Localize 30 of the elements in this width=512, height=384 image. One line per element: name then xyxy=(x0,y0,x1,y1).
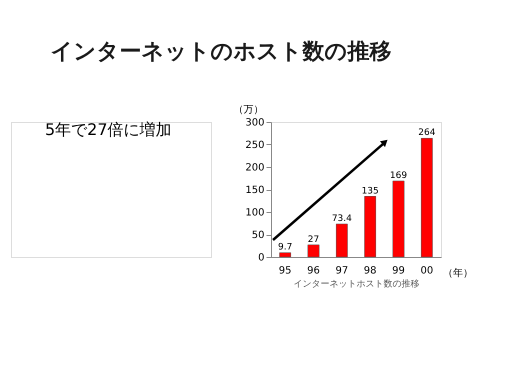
bar xyxy=(279,252,292,258)
x-tick-label: 97 xyxy=(335,266,348,276)
y-tick-label: 200 xyxy=(245,162,264,174)
y-axis-title: （万） xyxy=(234,104,264,116)
data-label: 27 xyxy=(308,234,320,245)
bar xyxy=(336,224,348,258)
y-tick-label: 50 xyxy=(252,230,264,241)
data-label: 169 xyxy=(390,170,408,181)
y-tick-label: 0 xyxy=(258,252,264,264)
bar xyxy=(392,180,404,258)
y-tick-label: 250 xyxy=(245,140,264,151)
data-label: 9.7 xyxy=(278,242,292,253)
x-tick-label: 96 xyxy=(307,266,320,276)
y-tick-label: 150 xyxy=(245,185,264,196)
x-tick-label: 00 xyxy=(420,266,434,276)
data-label: 73.4 xyxy=(332,214,352,224)
x-tick-label: 99 xyxy=(392,266,405,276)
bar xyxy=(364,196,376,258)
text: 5年で27倍に増加 xyxy=(45,120,172,139)
text: （年） xyxy=(443,267,473,279)
y-tick-label: 300 xyxy=(245,118,264,128)
x-tick-label: 95 xyxy=(278,266,292,276)
x-tick-label: 98 xyxy=(364,266,377,276)
bar xyxy=(308,244,320,258)
chart-title: インターネットのホスト数の推移 xyxy=(50,40,392,64)
data-label: 264 xyxy=(418,128,436,138)
y-tick-label: 100 xyxy=(245,208,264,218)
bar xyxy=(420,138,433,258)
x-axis-title: インターネットホスト数の推移 xyxy=(294,278,420,290)
data-label: 135 xyxy=(362,186,379,196)
